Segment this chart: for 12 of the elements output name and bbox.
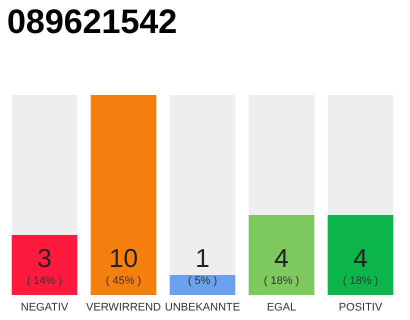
data-label: 1 ( 5% ) bbox=[188, 243, 218, 287]
x-tick-label: UNBEKANNTE bbox=[164, 302, 240, 314]
data-label: 4 ( 18% ) bbox=[264, 243, 300, 287]
chart-title: 089621542 bbox=[7, 3, 178, 41]
x-tick-label: VERWIRREND bbox=[86, 302, 162, 314]
x-tick-label: NEGATIV bbox=[20, 302, 69, 314]
x-tick-label: EGAL bbox=[266, 302, 296, 314]
data-label: 10 ( 45% ) bbox=[106, 243, 142, 287]
bar bbox=[170, 275, 236, 295]
data-label: 3 ( 14% ) bbox=[26, 243, 62, 287]
x-tick-label: POSITIV bbox=[338, 302, 383, 314]
data-label: 4 ( 18% ) bbox=[342, 243, 378, 287]
